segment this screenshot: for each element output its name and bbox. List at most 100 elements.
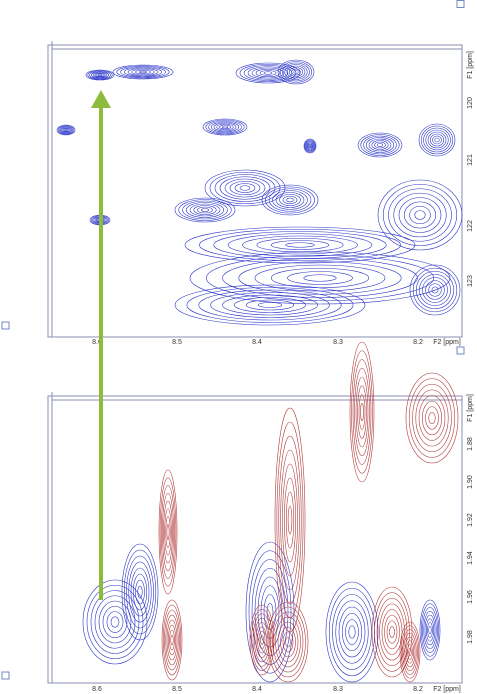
bottom-plot-frame (47, 395, 463, 684)
contour (280, 449, 300, 591)
contour (349, 341, 375, 483)
contour (85, 69, 115, 81)
contour (248, 550, 292, 674)
contour (256, 237, 344, 253)
contour (163, 500, 173, 564)
x-tick-label: 8.4 (252, 339, 262, 346)
contour (431, 286, 439, 294)
contour (239, 185, 251, 191)
y-tick-label: 1.96 (467, 590, 474, 604)
y-tick-label: 122 (467, 220, 474, 232)
contour (282, 195, 298, 205)
selection-handle (456, 346, 465, 355)
contour (263, 71, 273, 75)
contour (159, 477, 177, 587)
contour (270, 240, 330, 250)
contour (345, 619, 359, 645)
contour (279, 61, 313, 83)
contour (94, 595, 136, 649)
y-axis-label: F1 [ppm] (467, 394, 474, 422)
contour (287, 271, 353, 285)
contour (229, 180, 261, 196)
contour (368, 138, 392, 152)
contour (414, 210, 426, 220)
contour (205, 119, 245, 135)
contour (286, 65, 306, 79)
contour (348, 625, 356, 639)
contour (161, 599, 183, 681)
contour (235, 62, 301, 84)
selection-handle (456, 0, 465, 8)
contour (169, 629, 175, 651)
contour (303, 274, 337, 282)
contour (270, 606, 306, 678)
contour (285, 242, 315, 248)
contour (265, 186, 315, 214)
contour (376, 597, 408, 667)
contour (234, 183, 256, 193)
contour (123, 67, 163, 77)
contour (238, 261, 402, 295)
contour (186, 287, 354, 323)
contour (363, 135, 397, 155)
y-tick-label: 123 (467, 275, 474, 287)
contour (96, 73, 104, 77)
contour (275, 192, 305, 208)
contour (303, 138, 317, 154)
contour (425, 406, 439, 430)
contour (376, 143, 384, 147)
contour (398, 197, 442, 233)
contour (421, 400, 443, 436)
contour (338, 606, 366, 658)
contour (423, 610, 437, 650)
contour (272, 611, 304, 673)
contour (255, 622, 269, 658)
contour (120, 66, 166, 78)
contour (102, 605, 128, 639)
contour (61, 127, 71, 133)
contour (245, 541, 295, 683)
contour (227, 233, 373, 257)
contour (164, 508, 172, 556)
contour (388, 188, 452, 242)
contour (332, 594, 372, 670)
contour (291, 68, 301, 76)
contour (276, 421, 304, 619)
contour (432, 135, 442, 145)
y-tick-label: 120 (467, 97, 474, 109)
contour (131, 69, 155, 75)
contour (174, 284, 366, 326)
contour (412, 267, 458, 313)
contour (277, 621, 299, 663)
contour (123, 549, 157, 635)
contour (94, 72, 106, 78)
contour (97, 74, 103, 76)
contour (86, 584, 144, 660)
contour (204, 169, 286, 207)
contour (384, 614, 400, 650)
contour (335, 600, 369, 664)
selection-handle (1, 671, 10, 680)
contour (377, 179, 463, 251)
contour (82, 579, 148, 665)
contour (219, 124, 231, 130)
contour (306, 142, 314, 150)
contour (415, 389, 449, 447)
contour (382, 184, 458, 246)
contour (242, 235, 358, 255)
contour (210, 292, 330, 318)
contour (162, 492, 174, 572)
x-tick-label: 8.6 (92, 339, 102, 346)
contour (423, 127, 451, 153)
contour (284, 477, 296, 563)
x-tick-label: 8.3 (333, 339, 343, 346)
contour (434, 137, 440, 143)
contour (409, 205, 431, 225)
contour (254, 264, 386, 292)
y-tick-label: 1.94 (467, 551, 474, 565)
contour (208, 120, 242, 134)
contour (307, 143, 313, 149)
contour (399, 621, 421, 683)
contour (64, 129, 68, 131)
